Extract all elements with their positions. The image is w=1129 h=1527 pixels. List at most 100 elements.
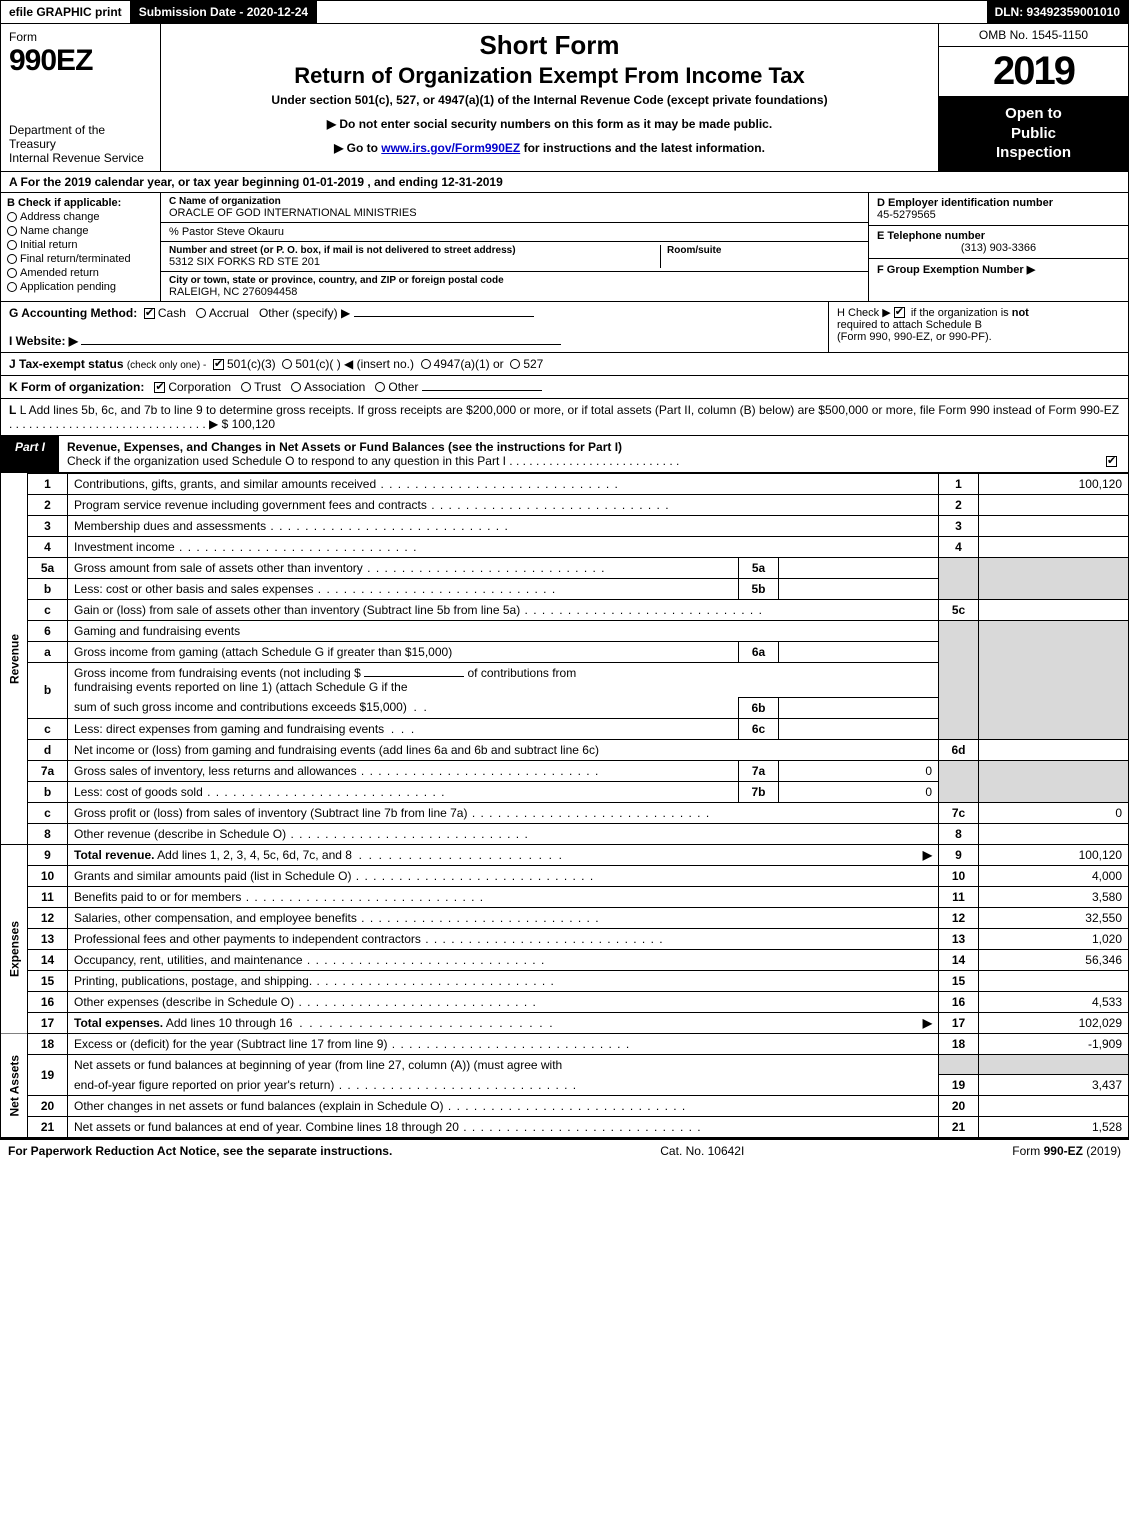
grey-19 — [939, 1054, 979, 1075]
chk-cash[interactable] — [144, 308, 155, 319]
desc-3: Membership dues and assessments — [74, 519, 932, 533]
h-not: not — [1012, 307, 1029, 319]
k-block: K Form of organization: Corporation Trus… — [0, 376, 1129, 399]
revenue-side-label: Revenue — [1, 473, 28, 844]
chk-501c[interactable] — [282, 359, 292, 369]
chk-application-pending[interactable] — [7, 282, 17, 292]
chk-h[interactable] — [894, 307, 905, 318]
chk-part1-schedule-o[interactable] — [1106, 456, 1117, 467]
ln-5b: b — [28, 578, 68, 599]
desc-6b-4: sum of such gross income and contributio… — [74, 700, 407, 714]
ln-13: 13 — [28, 928, 68, 949]
do-not-enter-text: ▶ Do not enter social security numbers o… — [171, 117, 928, 131]
entity-right: D Employer identification number 45-5279… — [868, 193, 1128, 301]
desc-2: Program service revenue including govern… — [74, 498, 932, 512]
val-18: -1,909 — [979, 1033, 1129, 1054]
chk-527[interactable] — [510, 359, 520, 369]
j-label: J Tax-exempt status — [9, 357, 124, 371]
num-11: 11 — [939, 886, 979, 907]
chk-4947[interactable] — [421, 359, 431, 369]
ln-1: 1 — [28, 473, 68, 494]
desc-6b-3: fundraising events reported on line 1) (… — [74, 680, 408, 694]
fundraising-amount-input[interactable] — [364, 676, 464, 677]
chk-initial-return[interactable] — [7, 240, 17, 250]
desc-4: Investment income — [74, 540, 932, 554]
form-word: Form — [9, 30, 152, 44]
chk-application-pending-label: Application pending — [20, 281, 116, 293]
ln-5a: 5a — [28, 557, 68, 578]
part1-table: Revenue 1 Contributions, gifts, grants, … — [0, 473, 1129, 1139]
num-9: 9 — [939, 844, 979, 865]
header-left: Form 990EZ Department of the Treasury In… — [1, 24, 161, 171]
footer-right-pre: Form — [1012, 1144, 1043, 1158]
part1-title-wrap: Revenue, Expenses, and Changes in Net As… — [59, 436, 1098, 472]
ln-8: 8 — [28, 823, 68, 844]
h-text3: required to attach Schedule B — [837, 319, 982, 331]
part1-title: Revenue, Expenses, and Changes in Net As… — [67, 440, 622, 454]
num-18: 18 — [939, 1033, 979, 1054]
i-label: I Website: ▶ — [9, 334, 78, 348]
subv-7b: 0 — [779, 781, 939, 802]
part1-label: Part I — [1, 436, 59, 472]
accrual-label: Accrual — [209, 306, 249, 320]
under-section-text: Under section 501(c), 527, or 4947(a)(1)… — [171, 93, 928, 107]
other-label: Other (specify) ▶ — [259, 306, 350, 320]
ln-19: 19 — [28, 1054, 68, 1096]
l-block: L L Add lines 5b, 6c, and 7b to line 9 t… — [0, 399, 1129, 436]
room-label: Room/suite — [667, 245, 860, 256]
chk-name-change[interactable] — [7, 226, 17, 236]
goto-pre: ▶ Go to — [334, 141, 381, 155]
open-to-public-box: Open to Public Inspection — [939, 96, 1128, 171]
goto-link[interactable]: www.irs.gov/Form990EZ — [381, 141, 520, 155]
chk-501c3[interactable] — [213, 359, 224, 370]
val-15 — [979, 970, 1129, 991]
section-b-checks: B Check if applicable: Address change Na… — [1, 193, 161, 301]
chk-trust[interactable] — [241, 382, 251, 392]
val-6d — [979, 739, 1129, 760]
e-label: E Telephone number — [877, 230, 1120, 242]
desc-10: Grants and similar amounts paid (list in… — [74, 869, 932, 883]
other-specify-input[interactable] — [354, 316, 534, 317]
form-header: Form 990EZ Department of the Treasury In… — [0, 24, 1129, 172]
entity-block: B Check if applicable: Address change Na… — [0, 193, 1129, 302]
expenses-side-label: Expenses — [1, 865, 28, 1033]
efile-print-label[interactable]: efile GRAPHIC print — [1, 1, 131, 23]
open-line3: Inspection — [943, 143, 1124, 163]
website-input[interactable] — [81, 344, 561, 345]
chk-address-change-label: Address change — [20, 211, 100, 223]
desc-16: Other expenses (describe in Schedule O) — [74, 995, 932, 1009]
header-center: Short Form Return of Organization Exempt… — [161, 24, 938, 171]
chk-k-other[interactable] — [375, 382, 385, 392]
chk-association[interactable] — [291, 382, 301, 392]
chk-address-change[interactable] — [7, 212, 17, 222]
num-6d: 6d — [939, 739, 979, 760]
city-value: RALEIGH, NC 276094458 — [169, 286, 860, 298]
chk-final-return[interactable] — [7, 254, 17, 264]
chk-name-change-label: Name change — [20, 225, 89, 237]
num-21: 21 — [939, 1117, 979, 1138]
subv-7a: 0 — [779, 760, 939, 781]
j-4947: 4947(a)(1) or — [434, 357, 504, 371]
ln-6a: a — [28, 641, 68, 662]
ln-7b: b — [28, 781, 68, 802]
val-16: 4,533 — [979, 991, 1129, 1012]
chk-corporation[interactable] — [154, 382, 165, 393]
k-other-input[interactable] — [422, 390, 542, 391]
g-h-block: G Accounting Method: Cash Accrual Other … — [0, 302, 1129, 353]
chk-accrual[interactable] — [196, 308, 206, 318]
header-right: OMB No. 1545-1150 2019 Open to Public In… — [938, 24, 1128, 171]
subn-7b: 7b — [739, 781, 779, 802]
ln-14: 14 — [28, 949, 68, 970]
desc-5c: Gain or (loss) from sale of assets other… — [74, 603, 932, 617]
row-a-tax-year: A For the 2019 calendar year, or tax yea… — [0, 172, 1129, 193]
desc-6: Gaming and fundraising events — [68, 620, 939, 641]
footer-mid: Cat. No. 10642I — [660, 1144, 744, 1158]
desc-1: Contributions, gifts, grants, and simila… — [74, 477, 932, 491]
footer-right-post: (2019) — [1083, 1144, 1121, 1158]
dept-treasury: Department of the Treasury — [9, 123, 152, 151]
desc-6d: Net income or (loss) from gaming and fun… — [68, 739, 939, 760]
goto-line: ▶ Go to www.irs.gov/Form990EZ for instru… — [171, 141, 928, 155]
desc-6b-2: of contributions from — [468, 666, 577, 680]
val-2 — [979, 494, 1129, 515]
chk-amended-return[interactable] — [7, 268, 17, 278]
